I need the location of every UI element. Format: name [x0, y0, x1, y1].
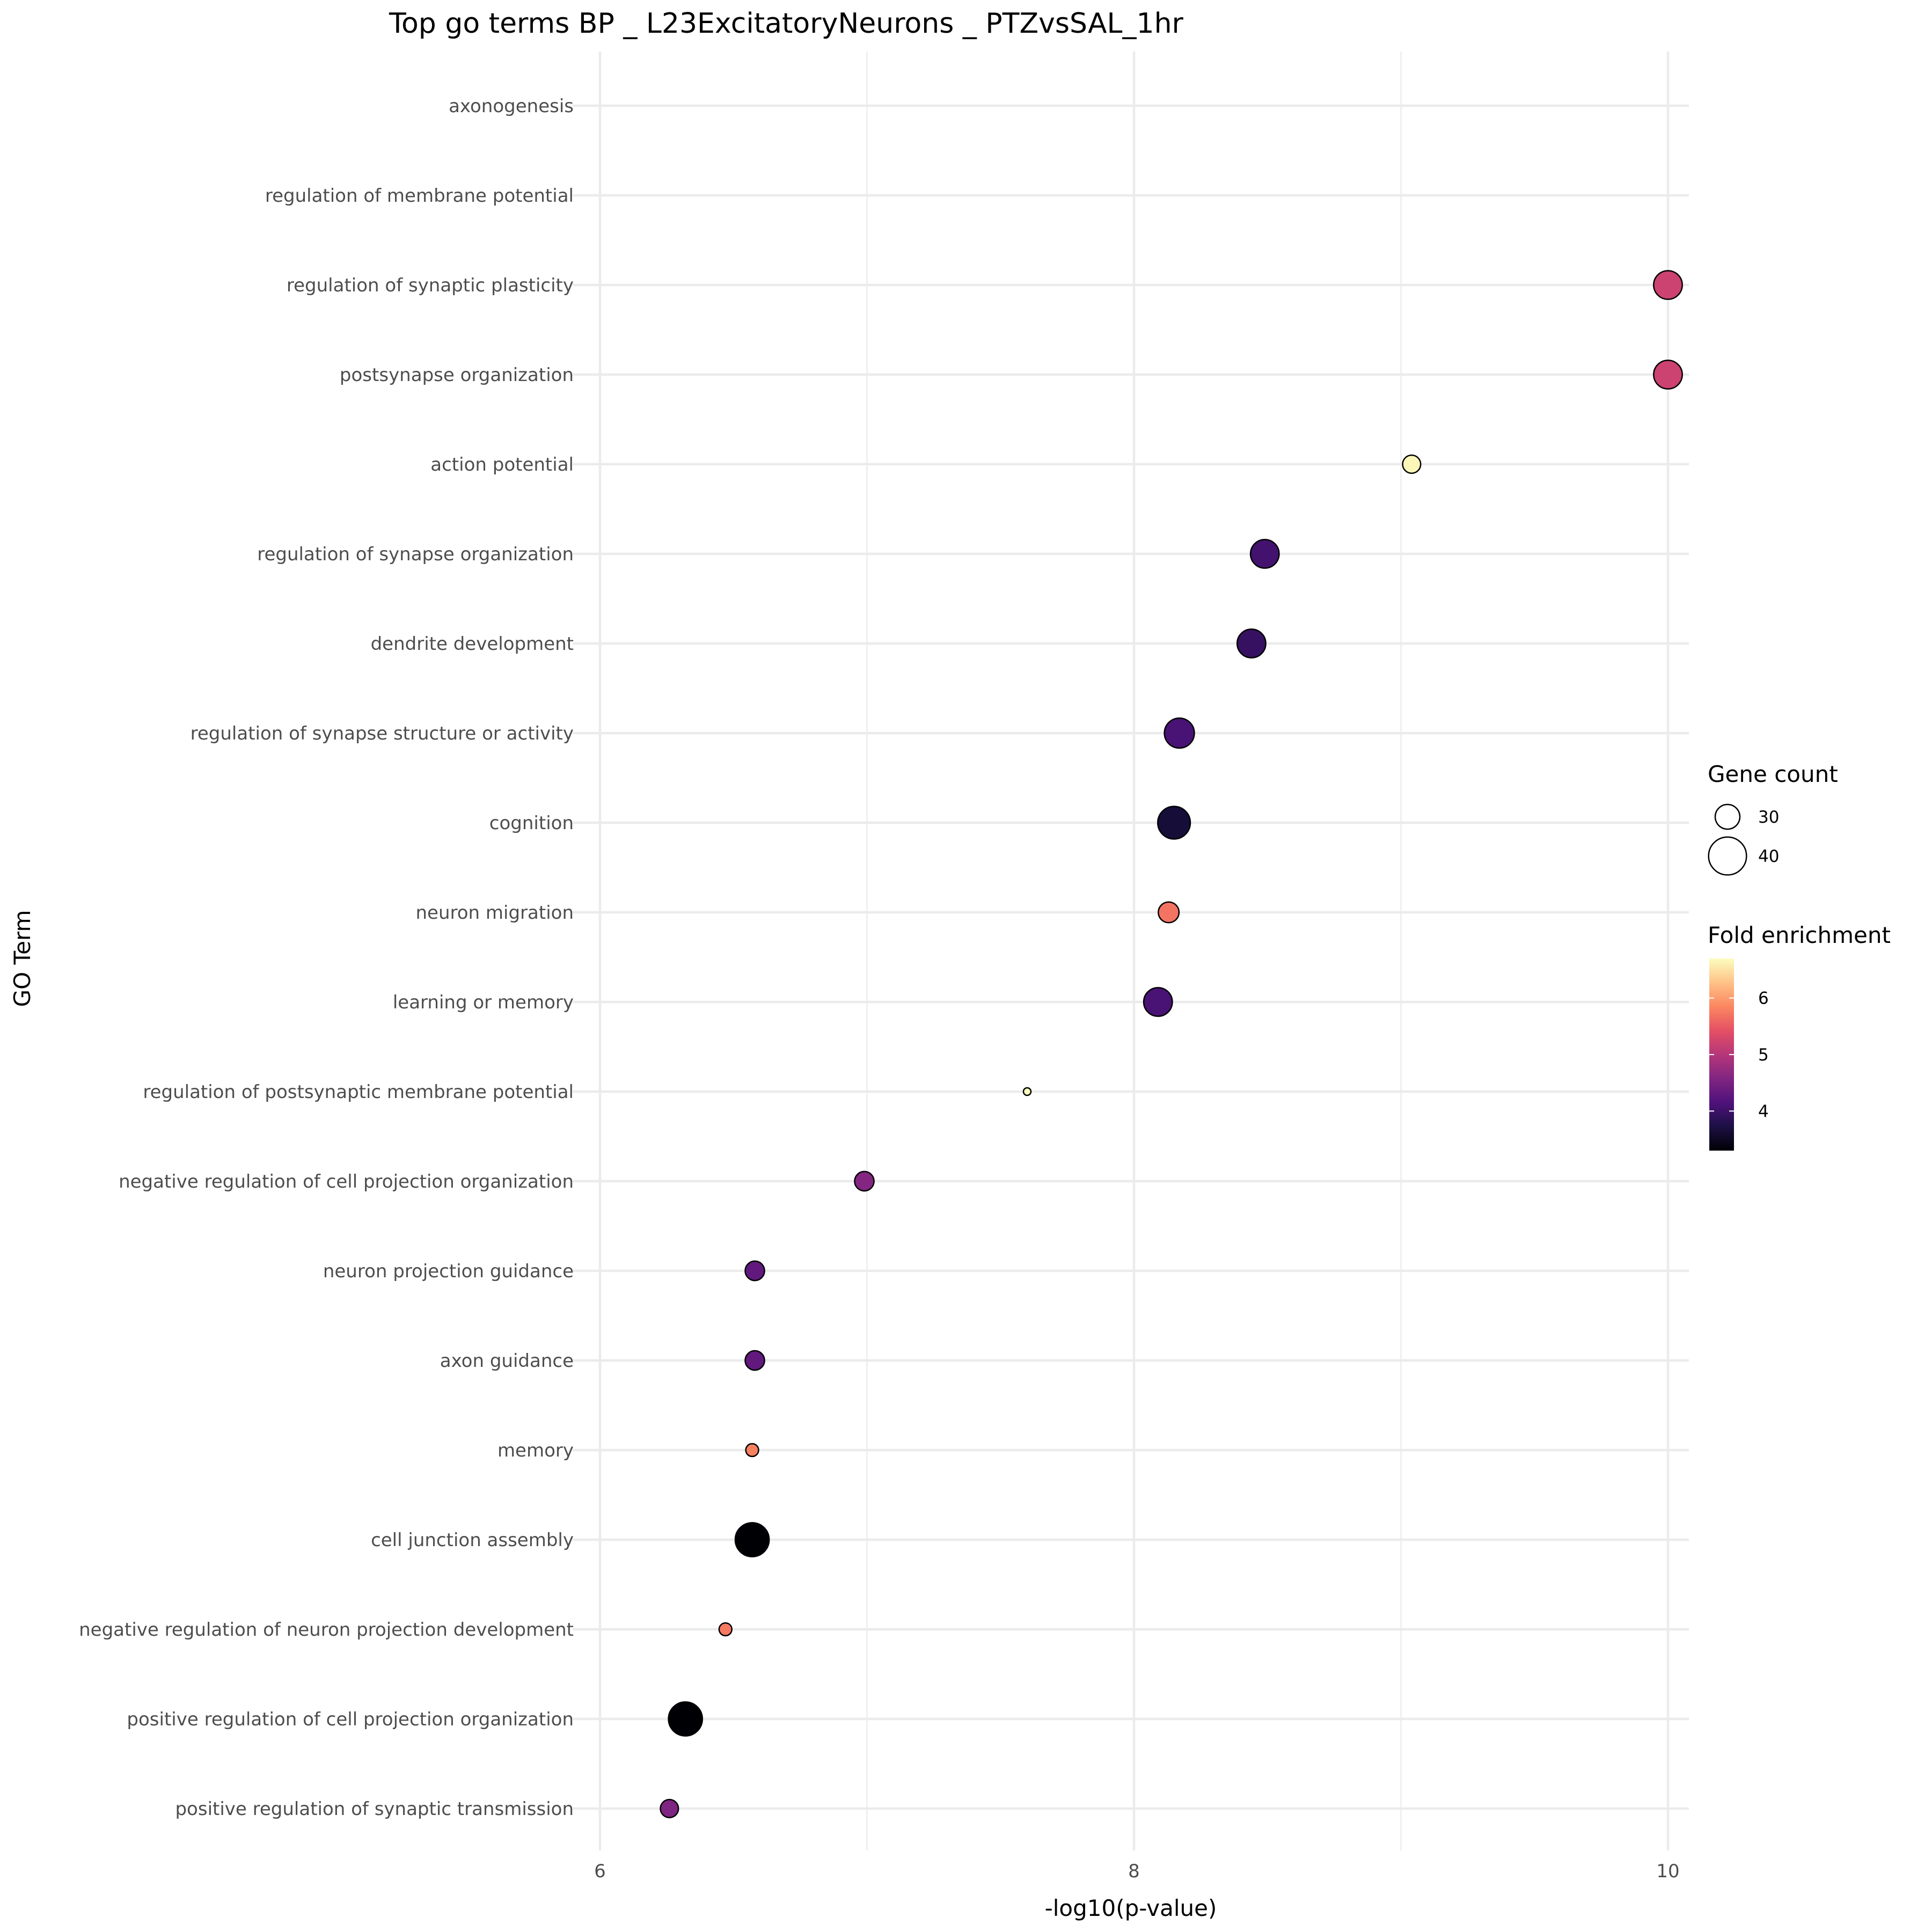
data-point [1653, 270, 1683, 300]
y-tick-label: negative regulation of cell projection o… [119, 1171, 574, 1192]
x-tick-label: 8 [1128, 1861, 1140, 1882]
data-point [745, 1443, 759, 1458]
chart-title: Top go terms BP _ L23ExcitatoryNeurons _… [389, 8, 1184, 40]
y-tick-label: regulation of synaptic plasticity [287, 275, 574, 296]
data-point [660, 1798, 679, 1819]
data-point [1249, 539, 1280, 569]
y-tick-label: neuron projection guidance [323, 1261, 574, 1282]
data-point [1143, 987, 1173, 1017]
y-tick-label: regulation of membrane potential [265, 185, 574, 207]
data-point [718, 1622, 733, 1637]
x-axis-title: -log10(p-value) [1045, 1895, 1217, 1921]
size-legend-label: 30 [1758, 808, 1779, 827]
y-tick-label: dendrite development [371, 633, 574, 655]
size-legend-key [1708, 836, 1747, 876]
y-tick-label: negative regulation of neuron projection… [79, 1619, 574, 1641]
data-point [734, 1522, 770, 1557]
grid [573, 52, 1689, 1850]
x-tick-label: 6 [594, 1861, 606, 1882]
data-point [1236, 628, 1267, 658]
color-legend: Fold enrichment 4 5 6 [1708, 922, 1891, 1151]
data-point [744, 1350, 765, 1371]
size-legend: Gene count 30 40 [1708, 761, 1838, 876]
data-point [744, 1260, 765, 1282]
y-axis-title: GO Term [9, 910, 35, 1007]
size-legend-items: 30 40 [1708, 803, 1779, 876]
color-legend-ticks: 4 5 6 [1709, 989, 1769, 1121]
color-legend-title: Fold enrichment [1708, 922, 1891, 948]
data-point [1402, 454, 1422, 474]
data-points [660, 270, 1683, 1819]
data-point [1653, 360, 1683, 390]
y-tick-label: postsynapse organization [340, 364, 574, 386]
data-point [1022, 1087, 1032, 1096]
color-legend-label: 5 [1758, 1045, 1769, 1065]
y-tick-label: positive regulation of cell projection o… [127, 1709, 574, 1730]
size-legend-key [1714, 803, 1741, 830]
y-tick-label: action potential [430, 454, 574, 475]
size-legend-title: Gene count [1708, 761, 1838, 787]
y-tick-label: regulation of synapse structure or activ… [191, 723, 574, 744]
y-tick-label: neuron migration [416, 902, 574, 924]
size-legend-label: 40 [1758, 847, 1779, 866]
y-tick-label: regulation of postsynaptic membrane pote… [143, 1081, 574, 1103]
y-tick-label: positive regulation of synaptic transmis… [175, 1798, 574, 1820]
data-point [1163, 717, 1195, 749]
y-tick-label: cognition [489, 813, 574, 834]
y-tick-label: axon guidance [440, 1350, 574, 1372]
data-point [1157, 806, 1191, 840]
color-legend-label: 6 [1758, 989, 1769, 1008]
y-tick-label: memory [497, 1440, 574, 1461]
y-tick-label: axonogenesis [449, 96, 574, 117]
y-tick-label: learning or memory [393, 992, 574, 1013]
x-tick-label: 10 [1656, 1861, 1679, 1882]
data-point [668, 1701, 704, 1737]
color-legend-label: 4 [1758, 1102, 1769, 1121]
data-point [854, 1170, 875, 1192]
data-point [1158, 901, 1180, 924]
y-tick-label: regulation of synapse organization [257, 544, 574, 565]
y-tick-label: cell junction assembly [371, 1529, 574, 1551]
x-tick-labels: 68101214 [594, 1861, 1679, 1882]
y-tick-labels: axonogenesis regulation of membrane poten… [79, 96, 574, 1820]
